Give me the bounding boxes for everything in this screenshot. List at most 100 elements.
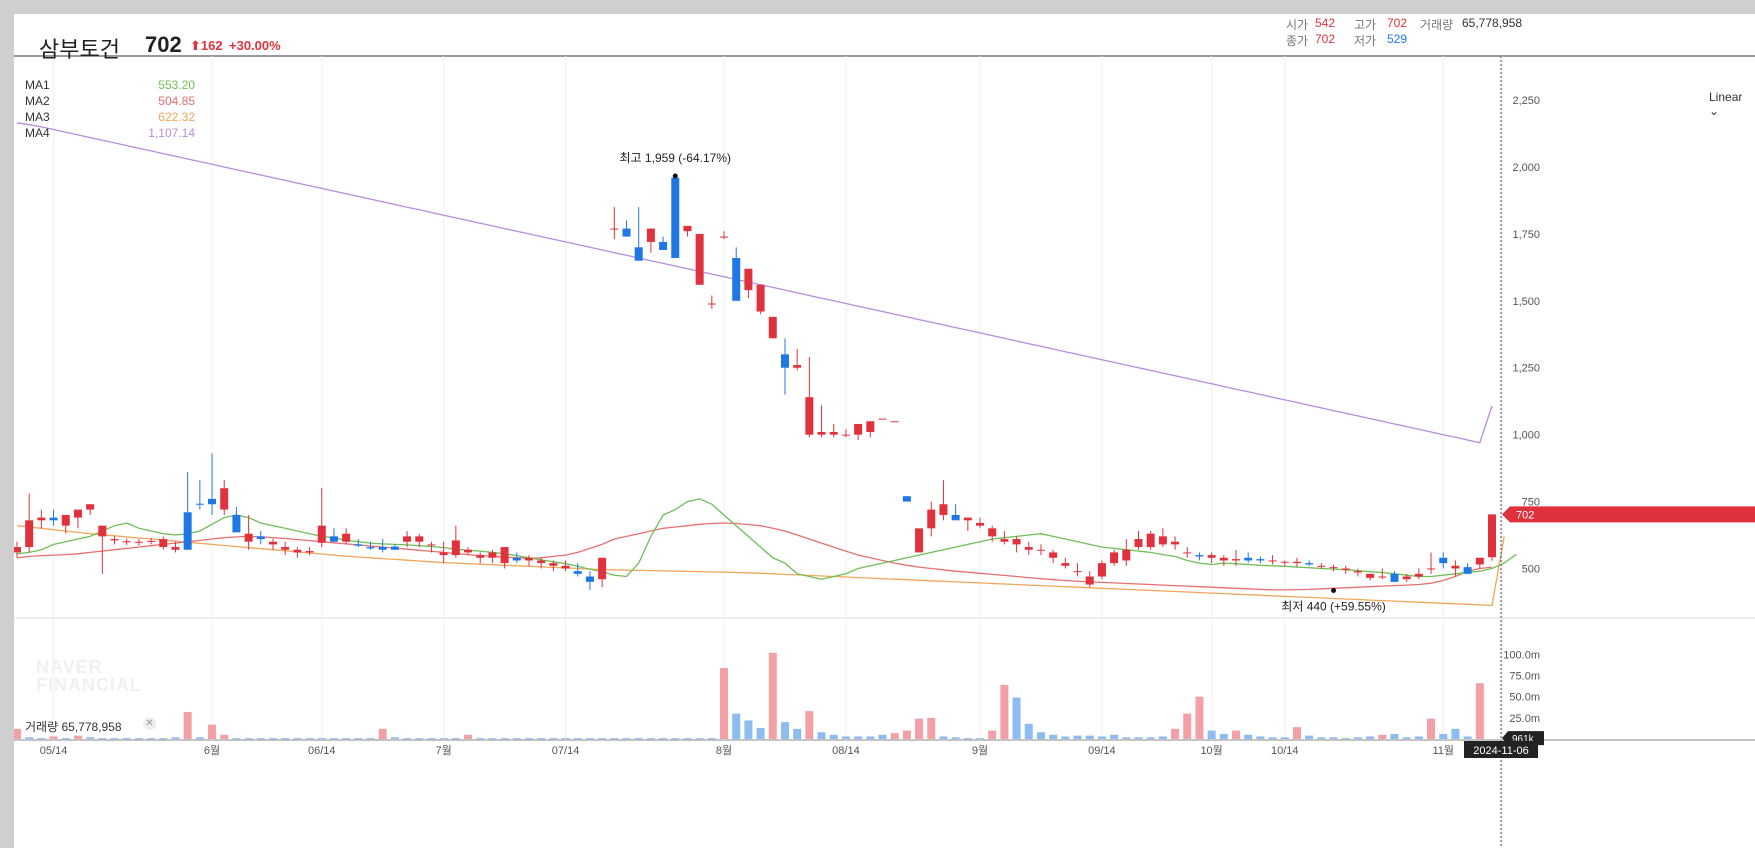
candle-body xyxy=(1427,568,1436,570)
volume-bar xyxy=(366,738,375,740)
candle-body xyxy=(1000,539,1009,542)
volume-bar xyxy=(403,738,412,740)
volume-bar xyxy=(915,718,924,739)
volume-bar xyxy=(695,738,704,740)
candle-body xyxy=(427,544,436,546)
candle-body xyxy=(1097,563,1106,577)
candle-body xyxy=(1329,567,1338,569)
stock-name: 삼부토건 xyxy=(39,37,120,62)
ma2-line xyxy=(16,522,1493,591)
candle-body xyxy=(829,431,838,435)
candle-body xyxy=(1317,565,1326,567)
candle-body xyxy=(110,539,119,541)
volume-bar xyxy=(1463,736,1472,739)
volume-bar xyxy=(756,728,765,739)
candle-body xyxy=(915,528,924,553)
candle-body xyxy=(305,551,314,553)
candle-body xyxy=(25,520,34,548)
chart-canvas[interactable]: 05/14 6월 06/14 7월 07/14 8월 08/14 9월 09/14 10월 10/1… xyxy=(14,14,1755,848)
candle-body xyxy=(634,247,643,261)
candle-body xyxy=(1341,568,1350,570)
volume-bar xyxy=(927,717,936,739)
candle-body xyxy=(1134,539,1143,548)
volume-bar xyxy=(1341,738,1350,740)
volume-bar xyxy=(963,738,972,740)
volume-bar xyxy=(1110,734,1119,739)
volume-tag-label: 961k xyxy=(1512,734,1535,745)
ma4-legend[interactable]: MA4 1,107.14 xyxy=(25,126,195,140)
candle-body xyxy=(73,509,82,518)
candle-body xyxy=(317,525,326,543)
candle-body xyxy=(86,504,95,510)
candle-body xyxy=(134,541,143,543)
candle-body xyxy=(293,549,302,553)
candle-body xyxy=(512,557,521,561)
price-change-pct: +30.00% xyxy=(229,38,281,53)
candle-body xyxy=(268,541,277,545)
candle-body xyxy=(1207,555,1216,558)
low-label: 저가 xyxy=(1354,34,1377,48)
volume-tick-label: 50.0m xyxy=(1509,692,1540,704)
volume-bar xyxy=(866,736,875,739)
ma2-legend[interactable]: MA2 504.85 xyxy=(25,94,195,108)
candle-body xyxy=(1414,573,1423,577)
candle-body xyxy=(1451,565,1460,569)
candle-body xyxy=(1183,552,1192,554)
close-icon[interactable]: ✕ xyxy=(143,717,156,730)
candle-body xyxy=(1219,557,1228,561)
volume-bar xyxy=(1012,697,1021,739)
volume-bar xyxy=(634,738,643,740)
volume-bar xyxy=(744,720,753,739)
up-arrow-icon: ⬆ xyxy=(190,38,201,53)
volume-bar xyxy=(1451,728,1460,739)
candle-body xyxy=(1378,576,1387,578)
candle-body xyxy=(354,544,363,546)
volume-bar xyxy=(1280,737,1289,739)
volume-bar xyxy=(244,738,253,740)
price-tick-label: 2,250 xyxy=(1512,95,1540,107)
volume-bar xyxy=(293,738,302,740)
candle-body xyxy=(854,423,863,435)
volume-bar xyxy=(1134,737,1143,739)
volume-bar xyxy=(268,738,277,740)
candle-body xyxy=(159,539,168,548)
high-value: 702 xyxy=(1387,16,1408,30)
candle-body xyxy=(1012,539,1021,545)
high-annotation: 최고 1,959 (-64.17%) xyxy=(620,151,731,165)
ma1-legend[interactable]: MA1 553.20 xyxy=(25,78,195,92)
volume-bar xyxy=(390,737,399,739)
candle-body xyxy=(378,547,387,550)
candle-body xyxy=(524,557,533,561)
open-value: 542 xyxy=(1315,16,1336,30)
candle-body xyxy=(1402,576,1411,580)
volume-bar xyxy=(1036,732,1045,739)
volume-bar xyxy=(878,734,887,739)
extreme-marker xyxy=(672,173,678,179)
volume-bar xyxy=(159,738,168,740)
candle-body xyxy=(1280,561,1289,563)
volume-bar xyxy=(817,732,826,739)
candle-body xyxy=(561,565,570,569)
extreme-marker xyxy=(1331,588,1337,594)
candle-body xyxy=(49,517,58,521)
volume-bar xyxy=(720,667,729,739)
scale-mode-dropdown[interactable]: Linear ⌄ xyxy=(1709,90,1743,118)
candle-body xyxy=(1110,552,1119,564)
candle-body xyxy=(537,560,546,564)
volume-bar xyxy=(561,738,570,740)
candle-body xyxy=(890,421,899,423)
candle-body xyxy=(208,498,217,505)
ma1-line xyxy=(16,498,1517,580)
volume-bar xyxy=(37,738,46,740)
candle-body xyxy=(1292,561,1301,564)
close-value: 702 xyxy=(1315,32,1336,46)
x-tick-label: 05/14 xyxy=(40,745,68,757)
volume-bar xyxy=(1000,684,1009,739)
ma3-legend[interactable]: MA3 622.32 xyxy=(25,110,195,124)
x-tick-label: 6월 xyxy=(204,744,220,757)
price-tick-label: 750 xyxy=(1522,497,1540,509)
x-tick-label: 09/14 xyxy=(1088,745,1116,757)
price-change: ⬆162 xyxy=(190,38,223,53)
candle-body xyxy=(1122,549,1131,561)
volume-bar xyxy=(378,728,387,739)
